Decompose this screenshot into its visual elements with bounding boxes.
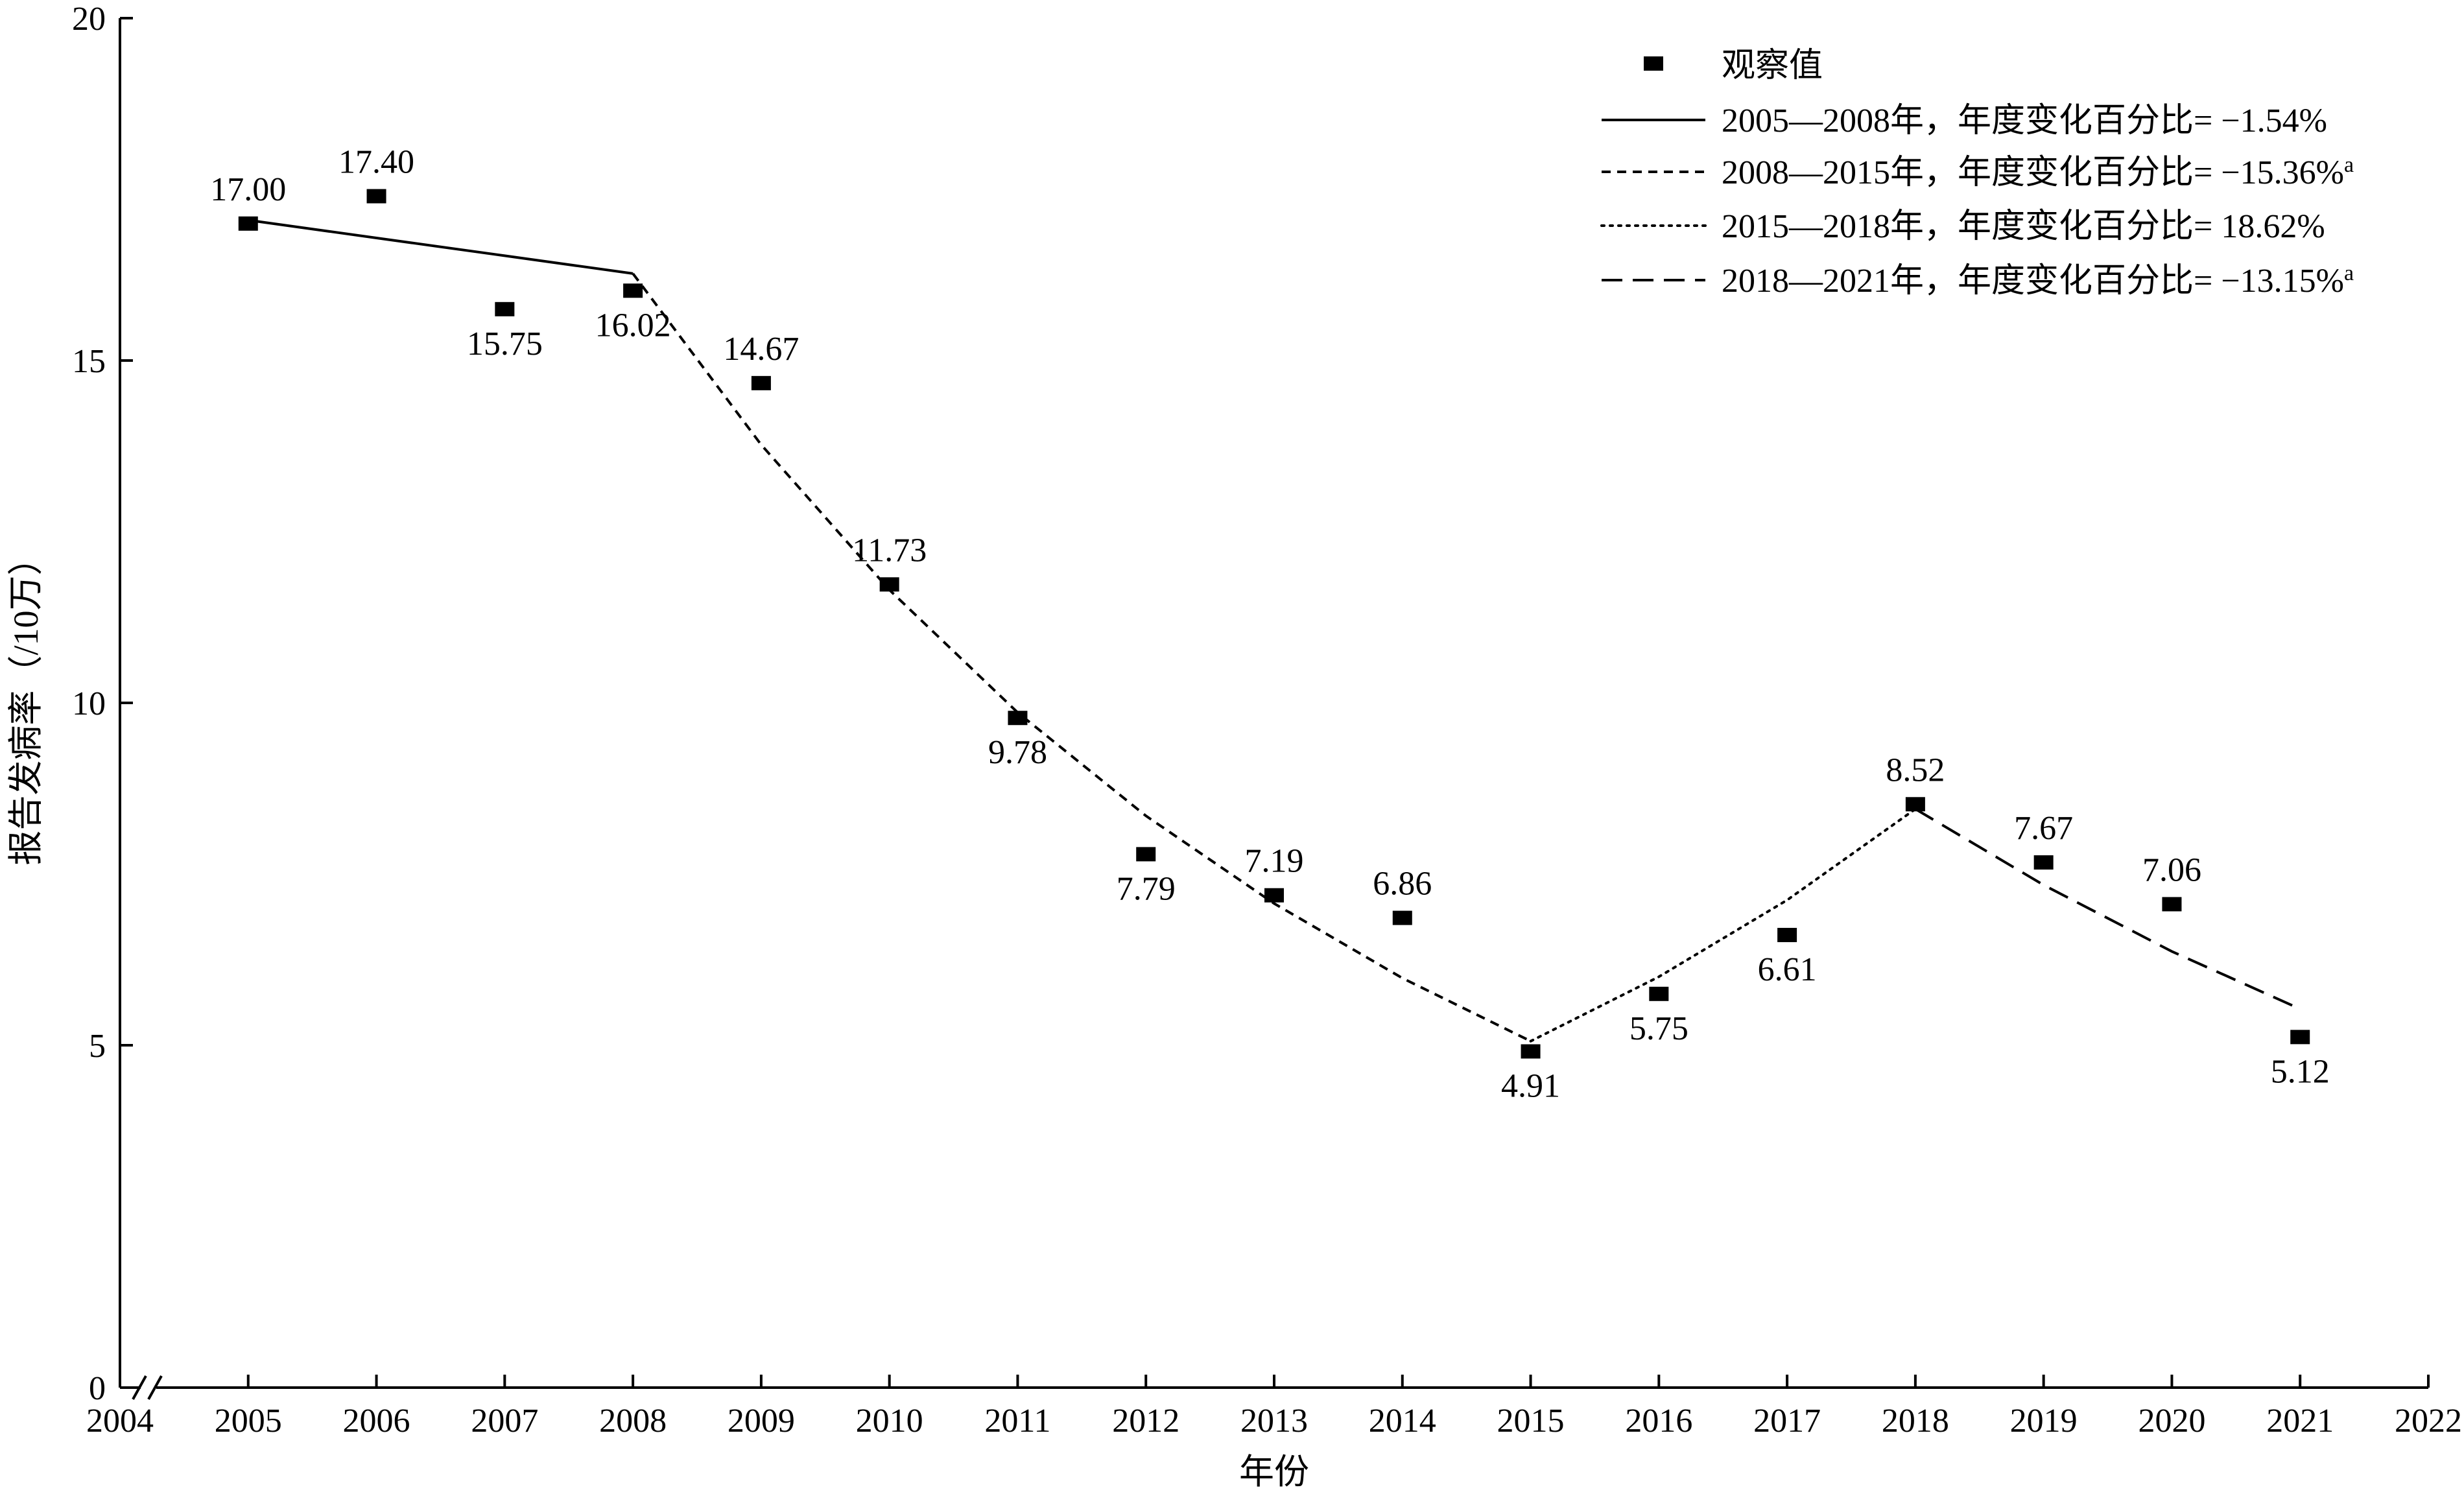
x-tick-label: 2006 xyxy=(343,1403,410,1439)
x-tick-label: 2018 xyxy=(1882,1403,1949,1439)
data-label: 4.91 xyxy=(1501,1068,1560,1105)
y-tick-label: 0 xyxy=(89,1370,106,1407)
observed-points xyxy=(238,189,2310,1059)
observed-point xyxy=(1008,711,1028,726)
legend-label-3: 2015—2018年，年度变化百分比= 18.62% xyxy=(1722,208,2325,245)
data-label: 6.61 xyxy=(1758,951,1817,988)
legend: 观察值 2005—2008年，年度变化百分比= −1.54% 2008—2015年，… xyxy=(1600,47,2354,300)
axes: 0 5 10 15 20 2004 2005 2006 2007 2008 2009 2010 2011… xyxy=(6,1,2462,1491)
axis-break-mark xyxy=(132,1375,147,1400)
legend-label-4: 2018—2021年，年度变化百分比= −13.15%a xyxy=(1722,261,2354,300)
trend-line-3 xyxy=(1529,807,1917,1043)
data-label: 7.67 xyxy=(2014,810,2073,847)
y-tick-label: 5 xyxy=(89,1028,106,1065)
data-label: 8.52 xyxy=(1886,752,1945,788)
observed-point xyxy=(238,216,258,231)
legend-superscript: a xyxy=(2344,261,2354,285)
x-tick-label: 2007 xyxy=(471,1403,538,1439)
data-label: 7.79 xyxy=(1117,870,1176,907)
trend-lines xyxy=(248,219,2301,1043)
data-label: 15.75 xyxy=(467,326,543,362)
data-label: 16.02 xyxy=(595,307,671,344)
observed-point xyxy=(1777,927,1797,942)
observed-point xyxy=(879,577,899,592)
x-tick-label: 2011 xyxy=(984,1403,1050,1439)
x-tick-label: 2012 xyxy=(1112,1403,1179,1439)
y-axis-title: 报告发病率（/10万） xyxy=(6,540,45,865)
x-tick-label: 2016 xyxy=(1625,1403,1692,1439)
observed-point xyxy=(1521,1044,1541,1059)
data-label: 17.40 xyxy=(338,144,414,181)
data-labels: 17.00 17.40 15.75 16.02 14.67 11.73 9.78 7.79 7.… xyxy=(210,144,2329,1105)
data-label: 14.67 xyxy=(723,331,799,368)
observed-point xyxy=(1136,847,1156,862)
observed-point xyxy=(1905,797,1925,812)
observed-point xyxy=(2162,897,2182,912)
data-label: 11.73 xyxy=(852,532,927,569)
trend-line-2 xyxy=(632,272,1532,1043)
x-tick-label: 2017 xyxy=(1753,1403,1821,1439)
axis-break-mark xyxy=(147,1375,163,1400)
observed-point xyxy=(1392,910,1412,925)
x-tick-label: 2022 xyxy=(2395,1403,2462,1439)
y-tick-label: 20 xyxy=(72,1,106,38)
data-label: 5.75 xyxy=(1629,1010,1688,1047)
x-tick-label: 2009 xyxy=(728,1403,795,1439)
observed-point xyxy=(751,375,771,390)
observed-point xyxy=(366,189,386,204)
x-tick-label: 2013 xyxy=(1240,1403,1308,1439)
x-tick-label: 2008 xyxy=(599,1403,667,1439)
observed-point xyxy=(2290,1030,2310,1045)
x-tick-label: 2015 xyxy=(1497,1403,1565,1439)
x-tick-label: 2004 xyxy=(86,1403,154,1439)
observed-point xyxy=(1649,986,1669,1001)
observed-point xyxy=(2033,855,2054,870)
x-tick-label: 2020 xyxy=(2138,1403,2205,1439)
observed-point xyxy=(1264,888,1284,903)
data-label: 6.86 xyxy=(1373,866,1432,903)
x-tick-label: 2014 xyxy=(1369,1403,1436,1439)
trend-line-1 xyxy=(248,219,634,275)
legend-label-observed: 观察值 xyxy=(1722,47,1823,84)
x-tick-label: 2010 xyxy=(856,1403,923,1439)
legend-label-2: 2008—2015年，年度变化百分比= −15.36%a xyxy=(1722,153,2354,192)
data-label: 7.19 xyxy=(1245,843,1304,880)
y-tick-label: 15 xyxy=(72,343,106,380)
data-label: 9.78 xyxy=(988,734,1047,771)
legend-superscript: a xyxy=(2344,153,2354,177)
legend-marker-observed xyxy=(1644,56,1663,71)
trend-line-4 xyxy=(1914,807,2301,1010)
data-label: 5.12 xyxy=(2271,1053,2330,1090)
data-label: 7.06 xyxy=(2142,851,2201,888)
x-axis-title: 年份 xyxy=(1239,1452,1309,1491)
legend-label-1: 2005—2008年，年度变化百分比= −1.54% xyxy=(1722,102,2327,139)
x-tick-label: 2021 xyxy=(2266,1403,2334,1439)
y-tick-label: 10 xyxy=(72,685,106,722)
observed-point xyxy=(495,302,515,316)
observed-point xyxy=(623,283,643,298)
x-tick-label: 2005 xyxy=(215,1403,282,1439)
data-label: 17.00 xyxy=(210,171,286,208)
x-tick-label: 2019 xyxy=(2010,1403,2078,1439)
